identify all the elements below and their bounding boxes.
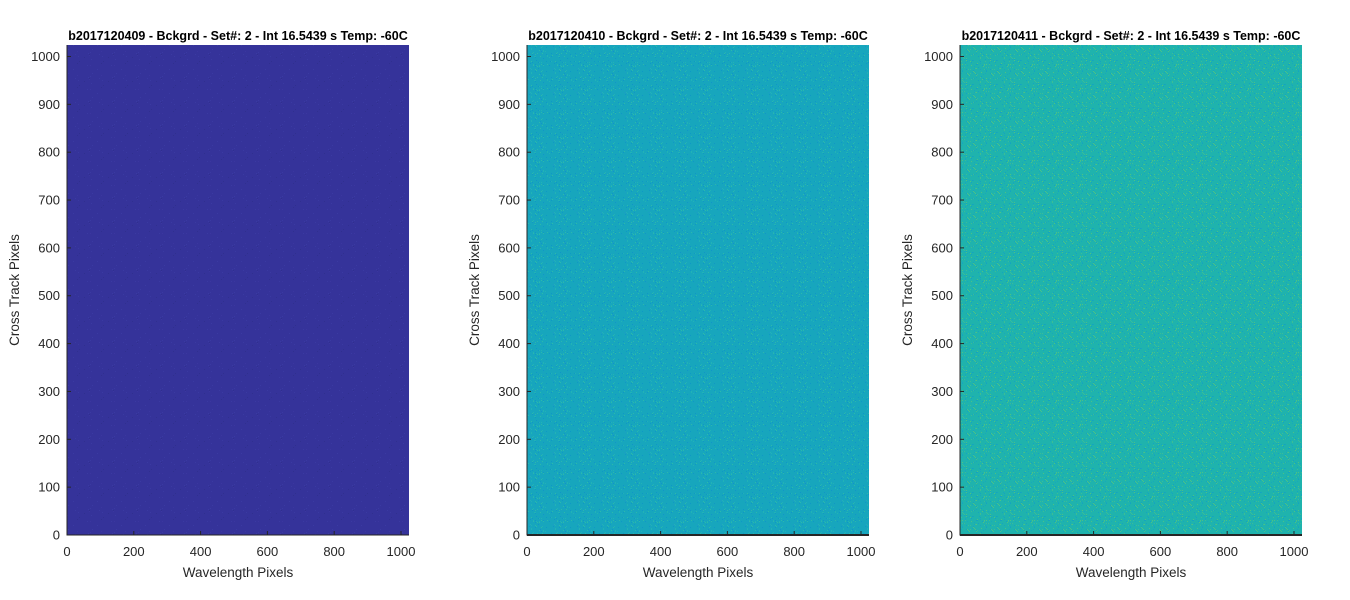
subplot-3-ylabel: Cross Track Pixels: [900, 234, 915, 346]
subplot-1-ylabel: Cross Track Pixels: [7, 234, 22, 346]
subplot-2-y-tick-label: 500: [498, 288, 520, 303]
subplot-3-heatmap-image: [960, 45, 1302, 535]
subplot-2-ylabel: Cross Track Pixels: [467, 234, 482, 346]
subplot-1-y-tick-label: 0: [53, 528, 60, 543]
subplot-3-title: b2017120411 - Bckgrd - Set#: 2 - Int 16.…: [962, 29, 1301, 43]
subplot-3-y-tick-label: 700: [931, 193, 953, 208]
subplot-2-x-tick-label: 200: [583, 544, 605, 559]
subplot-1-xlabel: Wavelength Pixels: [183, 565, 294, 580]
subplot-1-x-tick-label: 200: [123, 544, 145, 559]
subplot-1-y-tick-label: 200: [38, 432, 60, 447]
subplot-3-x-tick-label: 800: [1216, 544, 1238, 559]
subplot-3-y-tick-label: 800: [931, 145, 953, 160]
subplot-3-x-tick-label: 200: [1016, 544, 1038, 559]
subplot-3-x-tick-label: 400: [1083, 544, 1105, 559]
subplot-2-y-tick-label: 300: [498, 384, 520, 399]
subplot-2: b2017120410 - Bckgrd - Set#: 2 - Int 16.…: [467, 29, 875, 580]
subplot-1-y-tick-label: 100: [38, 480, 60, 495]
subplot-1-y-tick-label: 600: [38, 240, 60, 255]
subplot-1-y-tick-label: 300: [38, 384, 60, 399]
subplot-2-x-tick-label: 800: [783, 544, 805, 559]
subplot-3-y-tick-label: 600: [931, 240, 953, 255]
subplot-3: b2017120411 - Bckgrd - Set#: 2 - Int 16.…: [900, 29, 1308, 580]
subplot-1-y-tick-label: 900: [38, 97, 60, 112]
subplot-1-title: b2017120409 - Bckgrd - Set#: 2 - Int 16.…: [68, 29, 408, 43]
subplot-3-x-tick-label: 600: [1150, 544, 1172, 559]
subplot-2-y-tick-label: 400: [498, 336, 520, 351]
subplot-3-y-tick-label: 1000: [924, 49, 953, 64]
subplot-1-y-tick-label: 800: [38, 145, 60, 160]
subplot-2-x-tick-label: 600: [717, 544, 739, 559]
subplot-3-xlabel: Wavelength Pixels: [1076, 565, 1187, 580]
subplot-2-y-tick-label: 0: [513, 528, 520, 543]
subplot-1-y-tick-label: 400: [38, 336, 60, 351]
subplot-2-x-tick-label: 1000: [847, 544, 876, 559]
subplot-3-y-tick-label: 500: [931, 288, 953, 303]
subplot-3-x-tick-label: 0: [956, 544, 963, 559]
subplot-2-heatmap-image: [527, 45, 869, 535]
subplot-1-x-tick-label: 400: [190, 544, 212, 559]
subplot-2-xlabel: Wavelength Pixels: [643, 565, 754, 580]
subplot-3-y-tick-label: 0: [946, 528, 953, 543]
subplot-1-y-tick-label: 1000: [31, 49, 60, 64]
subplot-1-y-tick-label: 500: [38, 288, 60, 303]
subplot-1-heatmap-image: [67, 45, 409, 535]
subplot-2-x-tick-label: 0: [523, 544, 530, 559]
subplot-1-y-tick-label: 700: [38, 193, 60, 208]
subplot-3-y-tick-label: 200: [931, 432, 953, 447]
subplot-2-y-tick-label: 1000: [491, 49, 520, 64]
subplot-3-y-tick-label: 900: [931, 97, 953, 112]
subplot-2-y-tick-label: 600: [498, 240, 520, 255]
subplot-2-title: b2017120410 - Bckgrd - Set#: 2 - Int 16.…: [528, 29, 868, 43]
subplot-1-x-tick-label: 600: [257, 544, 279, 559]
subplot-3-y-tick-label: 100: [931, 480, 953, 495]
subplot-3-y-tick-label: 400: [931, 336, 953, 351]
subplot-3-y-tick-label: 300: [931, 384, 953, 399]
subplot-2-y-tick-label: 200: [498, 432, 520, 447]
subplot-1-x-tick-label: 800: [323, 544, 345, 559]
subplot-2-x-tick-label: 400: [650, 544, 672, 559]
subplot-2-y-tick-label: 700: [498, 193, 520, 208]
subplot-1-x-tick-label: 1000: [387, 544, 416, 559]
subplot-2-y-tick-label: 100: [498, 480, 520, 495]
subplot-3-x-tick-label: 1000: [1280, 544, 1309, 559]
subplot-2-y-tick-label: 800: [498, 145, 520, 160]
subplot-1: b2017120409 - Bckgrd - Set#: 2 - Int 16.…: [7, 29, 415, 580]
subplot-2-y-tick-label: 900: [498, 97, 520, 112]
subplot-1-x-tick-label: 0: [63, 544, 70, 559]
